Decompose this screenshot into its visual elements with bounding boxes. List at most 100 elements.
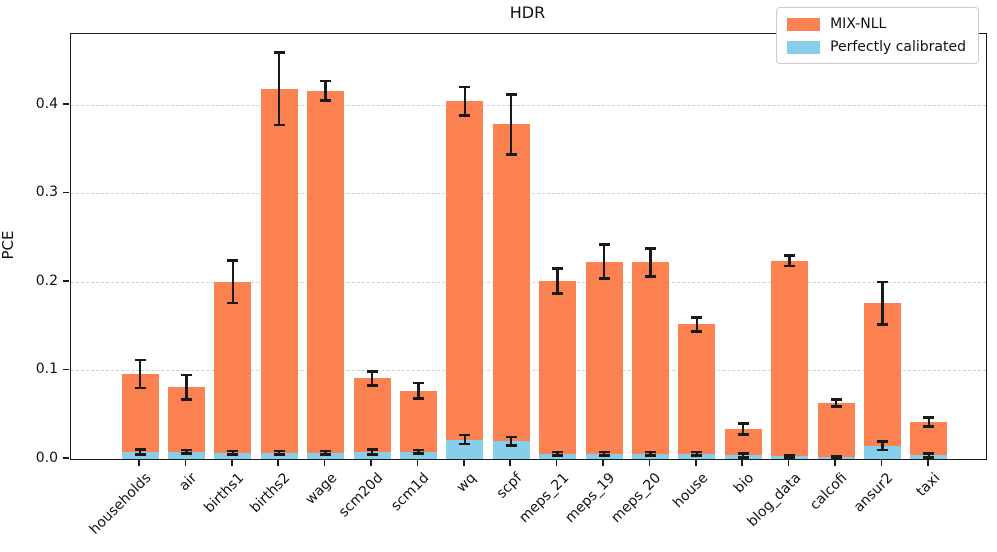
bar-perfectly-calibrated [399, 451, 437, 459]
error-bar-cap [505, 444, 517, 447]
x-tick-label: meps_21 [515, 470, 572, 527]
x-axis-tick [787, 459, 790, 466]
error-bar-cap [784, 454, 796, 457]
x-axis-tick [602, 459, 604, 466]
bar-mix-nll [492, 124, 530, 459]
y-tick-label: 0.3 [35, 184, 58, 201]
x-tick-label: calcofi [807, 470, 851, 514]
error-bar-cap [412, 397, 424, 401]
error-bar-line [324, 451, 327, 455]
error-bar-line [881, 441, 884, 451]
error-bar-cap [366, 370, 378, 373]
error-bar-line [463, 435, 467, 444]
error-bar-cap [737, 432, 749, 436]
bar-perfectly-calibrated [260, 452, 298, 459]
error-bar-line [185, 374, 188, 400]
bar-mix-nll [307, 90, 345, 459]
error-bar-cap [459, 114, 471, 117]
error-bar-line [741, 423, 745, 435]
error-bar-cap [737, 422, 749, 425]
x-tick-label: house [669, 470, 712, 512]
error-bar-line [649, 451, 652, 456]
x-axis-tick [184, 459, 187, 466]
error-bar-cap [134, 358, 146, 362]
x-tick-label: air [176, 470, 201, 495]
x-tick-label: scm1d [388, 470, 433, 515]
error-bar-cap [412, 448, 424, 452]
error-bar-cap [923, 424, 935, 428]
bar-mix-nll [678, 324, 716, 459]
bar-perfectly-calibrated [492, 441, 530, 459]
error-bar-cap [876, 323, 888, 326]
x-tick-label: households [86, 470, 155, 538]
error-bar-cap [923, 455, 935, 459]
error-bar-cap [876, 280, 888, 284]
bar-mix-nll [817, 403, 855, 459]
error-bar-cap [691, 316, 703, 319]
bar-mix-nll [771, 260, 809, 459]
error-bar-line [649, 248, 652, 277]
bar-mix-nll [260, 88, 298, 459]
error-bar-line [602, 451, 606, 456]
x-axis-tick [463, 459, 465, 466]
error-bar-cap [412, 452, 424, 455]
error-bar-line [509, 94, 513, 155]
error-bar-cap [552, 454, 564, 457]
error-bar-cap [273, 123, 285, 127]
error-bar-line [417, 450, 420, 454]
error-bar-line [231, 260, 235, 304]
error-bar-cap [505, 92, 517, 96]
error-bar-cap [320, 449, 332, 453]
error-bar-line [834, 399, 838, 407]
bar-mix-nll [539, 281, 577, 459]
gridline [71, 104, 986, 106]
y-axis-tick [63, 191, 69, 194]
error-bar-cap [691, 450, 703, 454]
error-bar-cap [412, 381, 424, 385]
error-bar-cap [784, 264, 796, 268]
error-bar-cap [505, 435, 517, 439]
error-bar-line [370, 449, 374, 455]
x-tick-label: wq [453, 470, 480, 496]
x-axis-tick [927, 459, 929, 466]
error-bar-line [556, 451, 559, 456]
error-bar-line [138, 359, 142, 389]
error-bar-cap [784, 254, 796, 257]
error-bar-line [695, 451, 699, 456]
error-bar-line [881, 281, 884, 325]
error-bar-cap [644, 450, 656, 454]
perfectly-calibrated-swatch-icon [787, 40, 821, 54]
error-bar-cap [830, 456, 842, 460]
mix-nll-swatch-icon [787, 17, 821, 31]
plot-area [70, 33, 987, 460]
error-bar-line [741, 453, 745, 458]
error-bar-cap [180, 398, 192, 401]
legend-label: MIX-NLL [830, 16, 887, 32]
error-bar-line [277, 52, 281, 126]
y-axis-tick [63, 280, 69, 282]
error-bar-cap [227, 453, 239, 456]
legend-item-mix-nll: MIX-NLL [787, 16, 966, 32]
bar-perfectly-calibrated [167, 451, 205, 459]
x-axis-tick [741, 459, 743, 466]
chart-title: HDR [509, 3, 546, 22]
error-bar-cap [830, 455, 842, 458]
y-tick-label: 0.1 [35, 361, 58, 378]
x-axis-tick [277, 459, 279, 466]
x-axis-tick [370, 459, 372, 466]
error-bar-cap [691, 454, 703, 457]
legend: MIX-NLL Perfectly calibrated [776, 7, 979, 64]
error-bar-line [417, 382, 420, 399]
error-bar-cap [134, 386, 146, 390]
error-bar-cap [134, 453, 146, 456]
x-tick-label: bio [731, 470, 758, 497]
error-bar-cap [366, 384, 378, 387]
error-bar-cap [876, 448, 888, 452]
error-bar-cap [691, 330, 703, 333]
error-bar-line [138, 449, 142, 455]
error-bar-cap [552, 292, 564, 295]
bar-mix-nll [399, 390, 437, 459]
error-bar-cap [180, 452, 192, 455]
bar-perfectly-calibrated [214, 452, 252, 459]
x-tick-label: births1 [201, 470, 248, 517]
